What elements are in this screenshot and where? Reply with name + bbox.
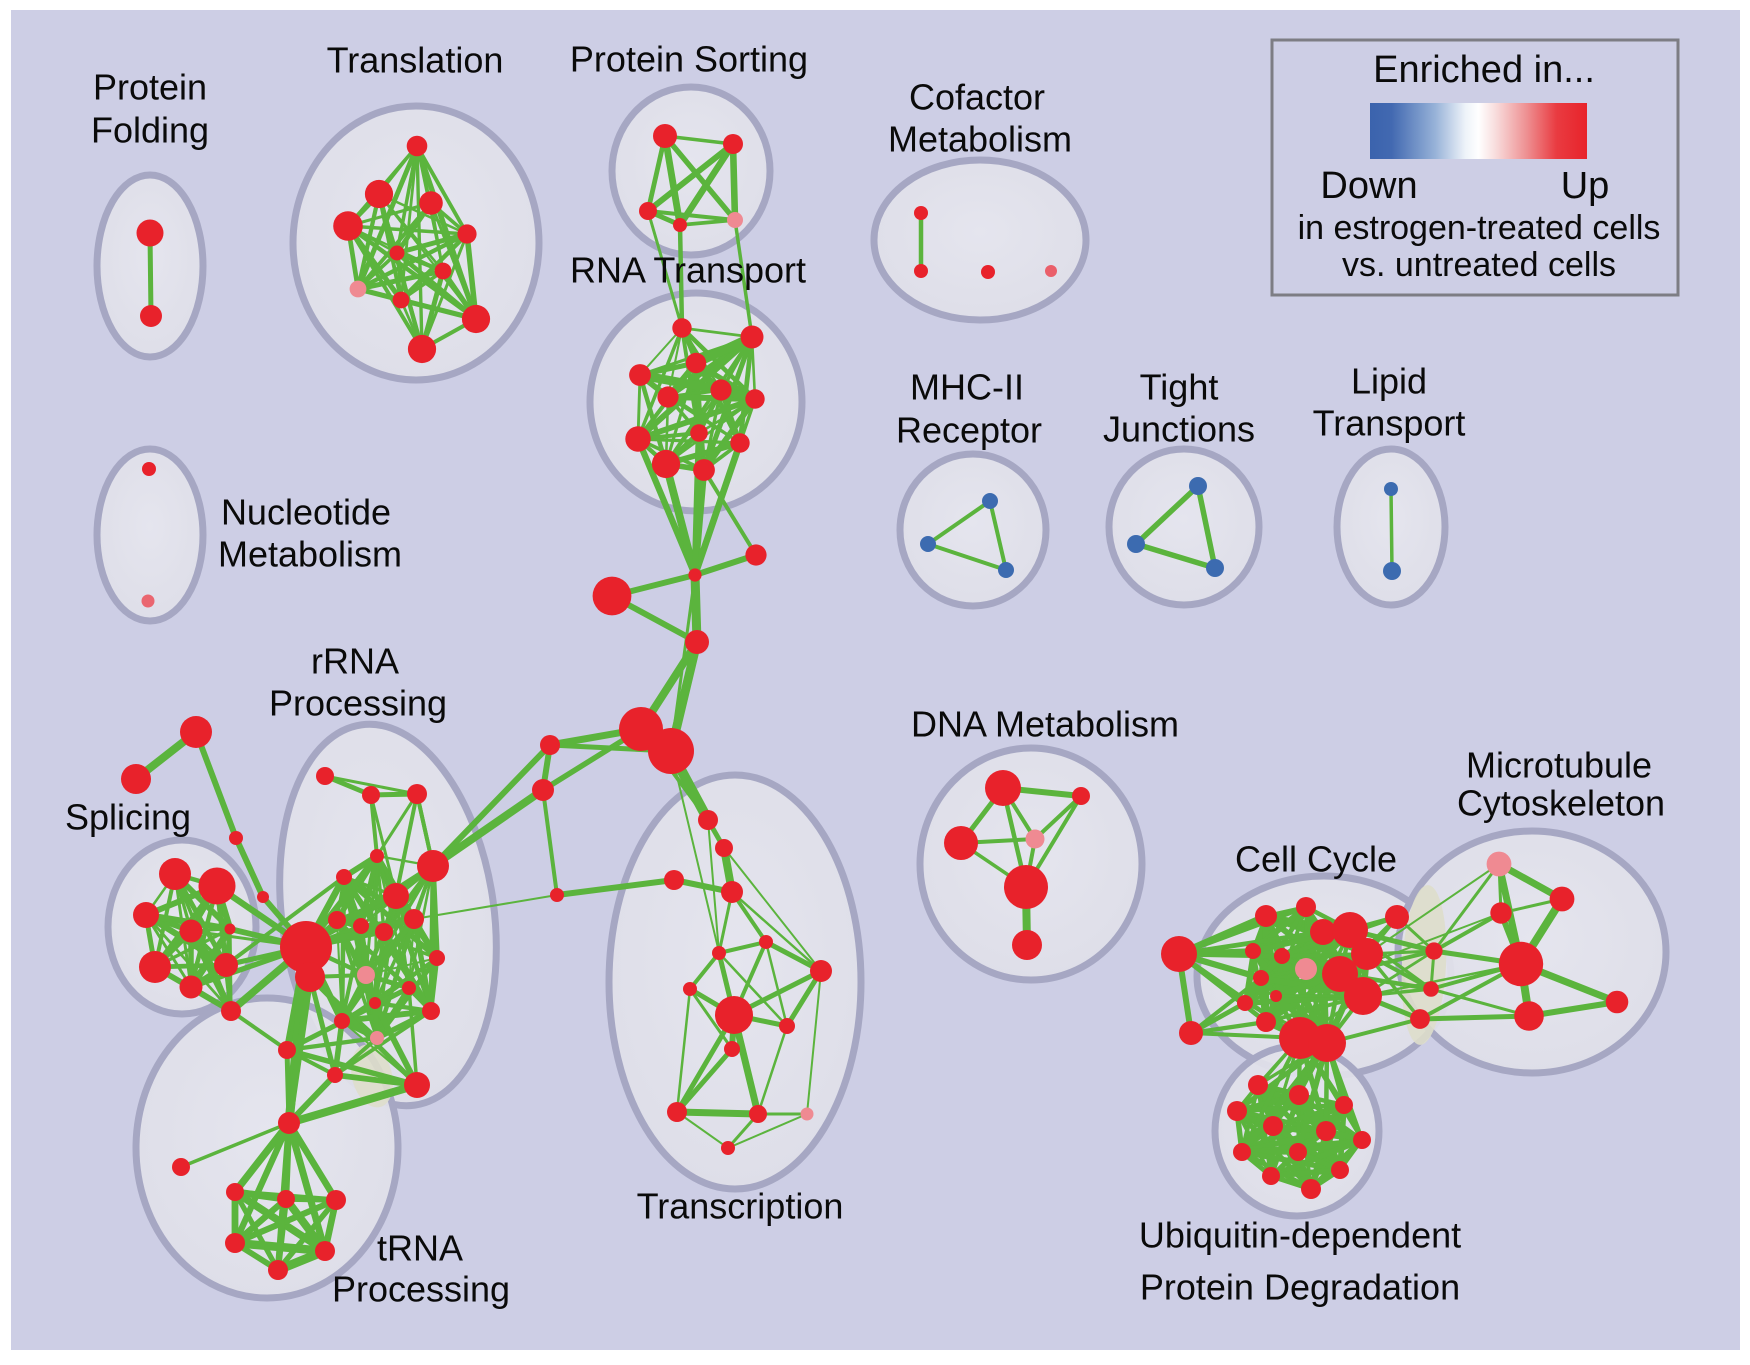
svg-text:Junctions: Junctions (1103, 409, 1255, 450)
svg-text:in estrogen-treated cells: in estrogen-treated cells (1298, 209, 1661, 247)
svg-text:Nucleotide: Nucleotide (221, 492, 391, 533)
svg-text:Cell Cycle: Cell Cycle (1235, 839, 1397, 880)
svg-text:DNA Metabolism: DNA Metabolism (911, 704, 1179, 745)
svg-text:Transport: Transport (1313, 403, 1466, 444)
svg-text:Transcription: Transcription (637, 1186, 844, 1227)
svg-text:Cofactor: Cofactor (909, 77, 1045, 118)
svg-text:Cytoskeleton: Cytoskeleton (1457, 783, 1665, 824)
svg-text:vs. untreated cells: vs. untreated cells (1342, 246, 1616, 284)
svg-text:Splicing: Splicing (65, 797, 191, 838)
svg-text:Protein: Protein (93, 67, 207, 108)
svg-text:RNA Transport: RNA Transport (570, 250, 806, 291)
svg-text:Ubiquitin-dependent: Ubiquitin-dependent (1139, 1215, 1461, 1256)
svg-text:rRNA: rRNA (311, 641, 399, 682)
svg-text:Processing: Processing (269, 683, 447, 724)
svg-text:Metabolism: Metabolism (888, 119, 1072, 160)
svg-text:Protein Degradation: Protein Degradation (1140, 1267, 1460, 1308)
svg-text:tRNA: tRNA (377, 1228, 463, 1269)
svg-text:Up: Up (1561, 165, 1610, 207)
svg-text:Microtubule: Microtubule (1466, 745, 1652, 786)
svg-text:Metabolism: Metabolism (218, 534, 402, 575)
svg-text:Down: Down (1320, 165, 1417, 207)
svg-text:Receptor: Receptor (896, 410, 1042, 451)
svg-text:Lipid: Lipid (1351, 361, 1427, 402)
svg-text:Folding: Folding (91, 110, 209, 151)
svg-text:Protein Sorting: Protein Sorting (570, 39, 808, 80)
svg-text:Enriched in...: Enriched in... (1373, 49, 1595, 91)
svg-text:Tight: Tight (1140, 367, 1219, 408)
svg-text:Translation: Translation (327, 40, 504, 81)
svg-text:Processing: Processing (332, 1269, 510, 1310)
svg-text:MHC-II: MHC-II (910, 367, 1024, 408)
